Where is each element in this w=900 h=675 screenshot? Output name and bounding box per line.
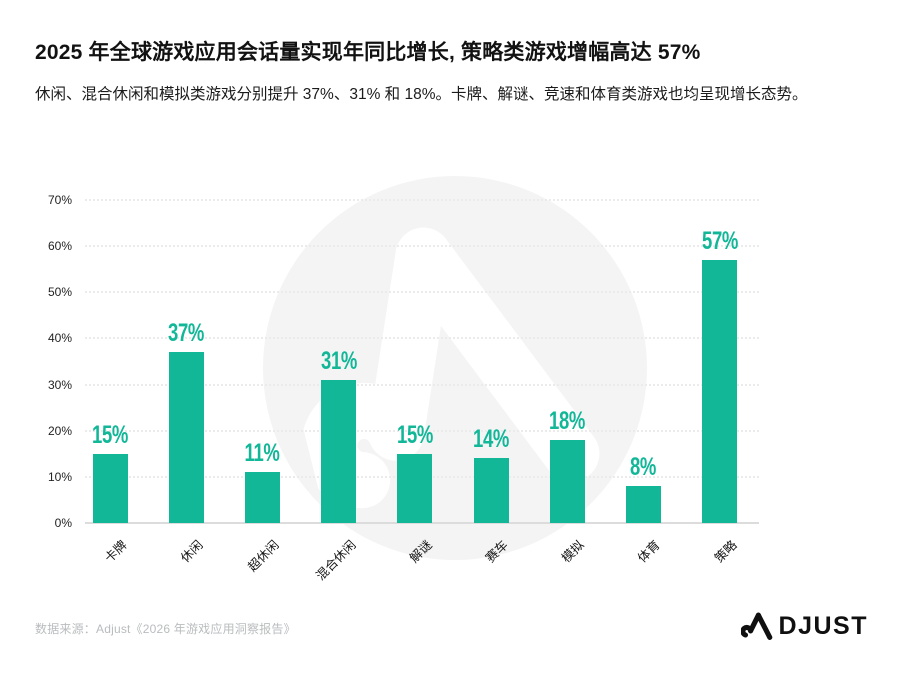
bar-策略 bbox=[702, 259, 738, 523]
bar-value-label: 37% bbox=[168, 319, 205, 348]
bar-解谜 bbox=[397, 453, 433, 523]
y-axis-tick-label: 70% bbox=[47, 193, 72, 207]
adjust-logo: DJUST bbox=[740, 611, 868, 641]
gridline-70% bbox=[85, 199, 759, 201]
bar-休闲 bbox=[168, 352, 204, 523]
page-title: 2025 年全球游戏应用会话量实现年同比增长, 策略类游戏增幅高达 57% bbox=[35, 41, 701, 64]
page-subtitle: 休闲、混合休闲和模拟类游戏分别提升 37%、31% 和 18%。卡牌、解谜、竞速… bbox=[35, 86, 808, 103]
bar-value-label: 14% bbox=[473, 425, 509, 454]
bar-卡牌 bbox=[92, 453, 128, 523]
gridline-50% bbox=[85, 291, 759, 294]
adjust-logo-text: DJUST bbox=[778, 611, 868, 640]
bar-体育 bbox=[625, 486, 661, 523]
bar-value-label: 15% bbox=[396, 420, 433, 449]
y-axis-tick-label: 20% bbox=[47, 423, 72, 438]
gridline-40% bbox=[85, 337, 759, 340]
y-axis-tick-label: 60% bbox=[47, 239, 72, 254]
y-axis-tick-label: 40% bbox=[47, 331, 72, 346]
bar-模拟 bbox=[549, 439, 585, 523]
y-axis-tick-label: 30% bbox=[47, 377, 72, 392]
adjust-a-logo-icon bbox=[740, 612, 772, 640]
data-source-note: 数据来源：Adjust《2026 年游戏应用洞察报告》 bbox=[35, 622, 296, 636]
bar-value-label: 31% bbox=[320, 346, 357, 375]
bar-赛车 bbox=[473, 458, 509, 523]
bar-value-label: 18% bbox=[549, 406, 586, 435]
gridline-60% bbox=[85, 245, 759, 248]
bar-value-label: 15% bbox=[92, 420, 128, 449]
bar-value-label: 57% bbox=[701, 226, 738, 255]
gridline-20% bbox=[85, 429, 759, 432]
bar-混合休闲 bbox=[321, 379, 357, 523]
y-axis-tick-label: 10% bbox=[47, 469, 72, 484]
gridline-30% bbox=[85, 383, 759, 386]
x-axis-line bbox=[85, 522, 759, 524]
bar-超休闲 bbox=[244, 472, 280, 523]
y-axis-tick-label: 0% bbox=[54, 516, 72, 530]
bar-value-label: 8% bbox=[630, 453, 657, 482]
bar-value-label: 11% bbox=[244, 439, 280, 468]
y-axis-tick-label: 50% bbox=[47, 285, 72, 300]
